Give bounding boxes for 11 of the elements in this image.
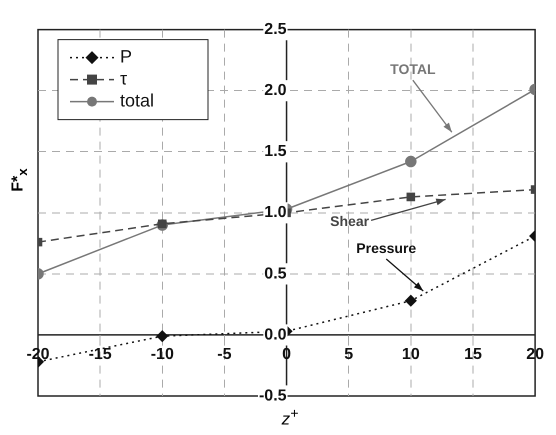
- x-axis-title: z$^{+}$: [282, 406, 298, 430]
- y-tick-label: -0.5: [258, 387, 287, 404]
- annotation: Shear: [330, 213, 370, 230]
- y-tick-label: 2.0: [264, 82, 287, 100]
- y-tick-label: 2.5: [264, 21, 287, 38]
- legend-label: τ: [120, 68, 128, 89]
- legend-label: P: [120, 46, 132, 67]
- legend-label: total: [120, 90, 154, 111]
- y-tick-label: 1.0: [264, 204, 287, 222]
- y-tick-label: 1.5: [264, 143, 287, 160]
- annotation: TOTAL: [390, 61, 436, 78]
